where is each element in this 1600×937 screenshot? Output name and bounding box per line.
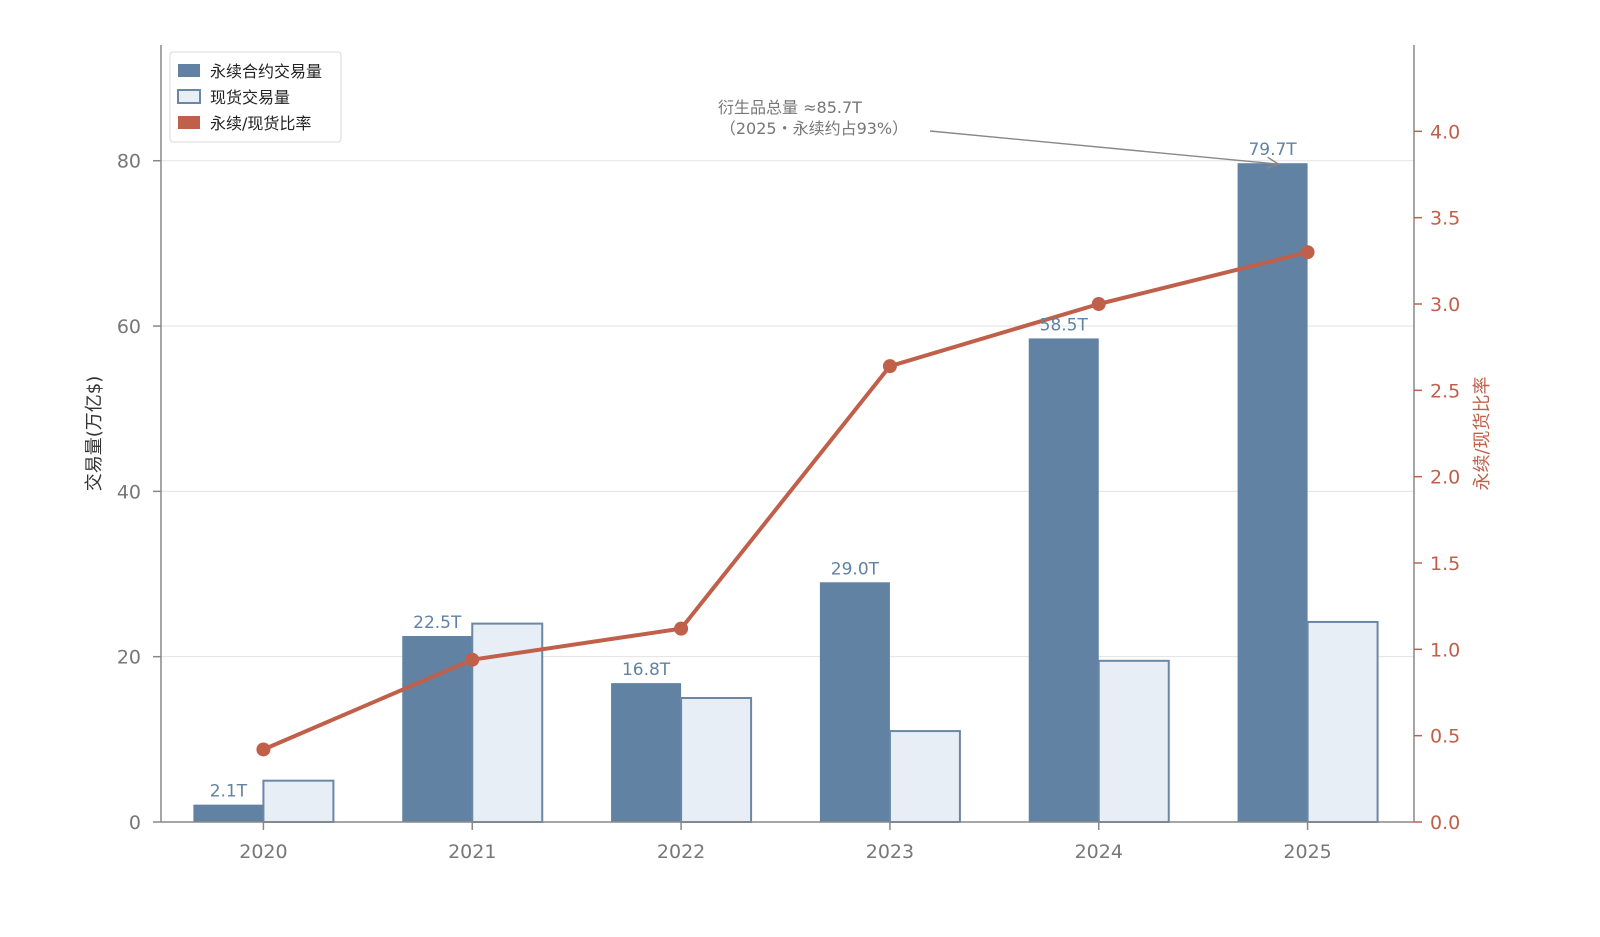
legend-swatch-perp bbox=[178, 64, 200, 77]
legend-label-ratio: 永续/现货比率 bbox=[210, 114, 311, 133]
annotation-text-line-1: 衍生品总量 ≈85.7T bbox=[718, 98, 862, 117]
tick-layer: 0 20 40 60 80 0.0 0.5 1.0 1.5 2.0 2.5 3.0 3.5 4.0 2020… bbox=[117, 121, 1460, 863]
y-axis-label-left: 交易量(万亿$) bbox=[84, 376, 105, 492]
bar-layer bbox=[193, 163, 1379, 824]
annotation: 衍生品总量 ≈85.7T （2025・永续约占93%） bbox=[718, 98, 1281, 169]
ratio-point-2024 bbox=[1091, 297, 1106, 311]
bar-spot-2023 bbox=[888, 730, 961, 823]
ratio-point-2025 bbox=[1300, 245, 1315, 260]
tick-label-left-0: 0 bbox=[129, 812, 141, 834]
annotation-arrow bbox=[929, 130, 1279, 165]
bar-perp-2021 bbox=[402, 636, 473, 822]
bar-perp-2022 bbox=[611, 683, 682, 822]
tick-label-right-4.0: 4.0 bbox=[1430, 121, 1460, 143]
tick-label-right-0.0: 0.0 bbox=[1430, 812, 1460, 834]
legend-box bbox=[169, 51, 342, 143]
tick-label-left-20: 20 bbox=[117, 647, 141, 669]
grid-layer bbox=[161, 160, 1414, 658]
annotation-arrowhead bbox=[1266, 156, 1281, 169]
tick-label-right-1.5: 1.5 bbox=[1430, 553, 1460, 575]
bar-perp-2023 bbox=[819, 582, 890, 822]
tick-label-x-2023: 2023 bbox=[866, 841, 914, 863]
tick-label-x-2022: 2022 bbox=[657, 841, 705, 863]
bar-spot-2024 bbox=[1097, 659, 1170, 824]
legend-swatch-ratio bbox=[178, 116, 200, 129]
ratio-point-2021 bbox=[465, 652, 480, 667]
data-label-layer: 2.1T 22.5T 16.8T 29.0T 58.5T 79.7T bbox=[210, 140, 1298, 801]
y-axis-label-right: 永续/现货比率 bbox=[1472, 376, 1493, 490]
tick-label-right-2.5: 2.5 bbox=[1430, 380, 1460, 402]
ratio-point-2020 bbox=[256, 742, 271, 757]
tick-label-left-60: 60 bbox=[117, 316, 141, 338]
data-label-perp-2021: 22.5T bbox=[413, 613, 462, 633]
legend: 永续合约交易量 现货交易量 永续/现货比率 bbox=[169, 51, 342, 143]
tick-label-left-40: 40 bbox=[117, 481, 141, 503]
axis-layer bbox=[160, 45, 1415, 823]
tick-label-right-0.5: 0.5 bbox=[1430, 726, 1460, 748]
tick-label-x-2021: 2021 bbox=[448, 841, 496, 863]
tick-label-right-3.0: 3.0 bbox=[1430, 294, 1460, 316]
data-label-perp-2025: 79.7T bbox=[1248, 140, 1297, 160]
tick-label-x-2020: 2020 bbox=[239, 841, 287, 863]
data-label-perp-2024: 58.5T bbox=[1040, 315, 1089, 335]
tick-label-right-2.0: 2.0 bbox=[1430, 467, 1460, 489]
bar-perp-2024 bbox=[1028, 338, 1099, 822]
legend-swatch-spot bbox=[177, 89, 201, 104]
bar-spot-2025 bbox=[1306, 620, 1379, 823]
bar-spot-2022 bbox=[680, 697, 753, 823]
annotation-text-line-2: （2025・永续约占93%） bbox=[720, 119, 908, 138]
bar-perp-2025 bbox=[1237, 163, 1308, 822]
data-label-perp-2020: 2.1T bbox=[210, 782, 248, 802]
bar-spot-2020 bbox=[262, 779, 335, 824]
ratio-line bbox=[261, 250, 1310, 752]
data-label-perp-2023: 29.0T bbox=[831, 559, 880, 579]
ratio-point-2023 bbox=[882, 359, 897, 374]
bar-perp-2020 bbox=[193, 804, 264, 822]
tick-label-right-1.0: 1.0 bbox=[1430, 639, 1460, 661]
ratio-point-2022 bbox=[674, 621, 689, 636]
ratio-line-layer bbox=[256, 245, 1315, 757]
legend-label-perp: 永续合约交易量 bbox=[210, 62, 322, 81]
legend-label-spot: 现货交易量 bbox=[210, 88, 290, 107]
tick-label-x-2024: 2024 bbox=[1075, 841, 1123, 863]
tick-label-right-3.5: 3.5 bbox=[1430, 208, 1460, 230]
tick-label-left-80: 80 bbox=[117, 151, 141, 173]
data-label-perp-2022: 16.8T bbox=[622, 660, 671, 680]
tick-label-x-2025: 2025 bbox=[1283, 841, 1331, 863]
